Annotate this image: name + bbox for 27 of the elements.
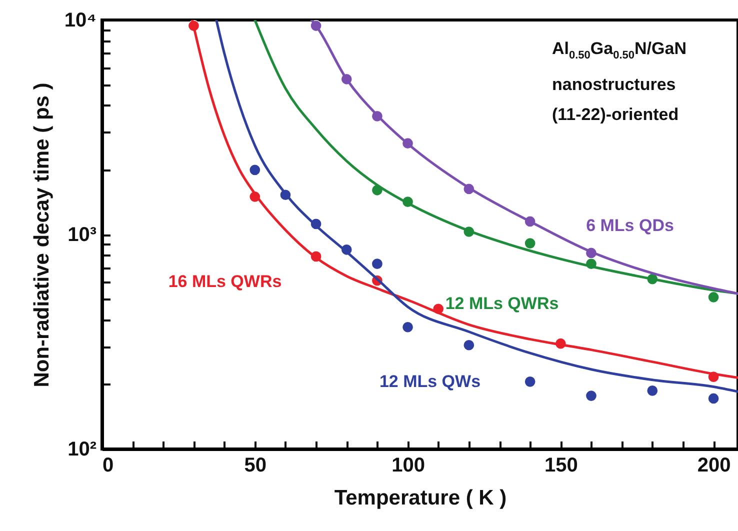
point [708, 392, 720, 404]
text: 12 MLs QWRs [445, 294, 559, 313]
y-tick-label: 10⁴ [64, 10, 96, 32]
x-tick-label: 150 [544, 454, 578, 476]
point [585, 390, 598, 402]
x-axis-title: Temperature ( K ) [334, 486, 507, 510]
series-label: 12 MLs QWs [379, 372, 481, 391]
point [249, 164, 261, 176]
x-tick-label: 0 [102, 454, 114, 476]
point [402, 321, 414, 333]
x-tick-label: 100 [392, 454, 425, 476]
y-axis-title: Non-radiative decay time ( ps ) [30, 82, 54, 388]
series-label: 16 MLs QWRs [168, 272, 282, 291]
point [646, 384, 658, 396]
annotation: Al$_{0.50}$Ga$_{0.50}$N/GaN [552, 38, 686, 64]
annotation: (11-22)-oriented [552, 104, 680, 126]
annotation: nanostructures [552, 74, 677, 96]
y-tick-label: 10² [68, 438, 97, 460]
point [524, 376, 536, 388]
point [524, 238, 536, 250]
point [463, 339, 475, 351]
x-tick-label: 50 [244, 454, 267, 476]
point [708, 291, 720, 303]
series-label: 6 MLs QDs [586, 216, 674, 235]
point [371, 258, 383, 270]
y-tick-label: 10³ [68, 224, 97, 246]
x-tick-label: 200 [697, 454, 731, 476]
